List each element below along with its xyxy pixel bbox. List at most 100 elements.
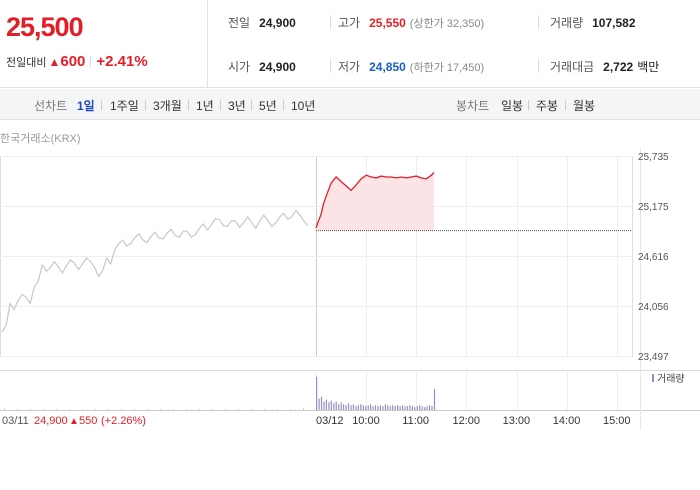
chart-svg: 25,735 25,175 24,616 24,056 23,497 03/12 10:0…	[0, 148, 700, 430]
volume-bar	[251, 409, 252, 410]
change-rate: +2.41%	[96, 53, 148, 70]
amount-cell: 거래대금 2,722 백만	[550, 58, 659, 75]
x-tick-label: 11:00	[402, 415, 429, 427]
price-box: 25,500 전일대비 ▲600 +2.41%	[0, 0, 208, 88]
x-axis: 03/12 10:00 11:00 12:00 13:00 14:00 15:00	[316, 415, 631, 427]
volume-bars	[4, 376, 436, 411]
volume-bar	[424, 407, 426, 410]
divider	[145, 100, 146, 110]
volume-bar	[384, 404, 386, 410]
y-axis: 25,735 25,175 24,616 24,056 23,497	[638, 152, 669, 363]
volume-bar	[370, 404, 372, 410]
volume-bar	[264, 409, 265, 410]
volume-bar	[328, 402, 330, 410]
divider	[220, 100, 221, 110]
prev-day-rate: (+2.26%)	[101, 415, 146, 427]
triangle-up-icon: ▲	[48, 55, 61, 69]
volume-cell: 거래량 107,582	[550, 14, 636, 31]
prev-close-value: 24,900	[259, 16, 296, 30]
x-tick-label: 03/12	[316, 415, 344, 427]
tab-monthly-candle[interactable]: 월봉	[573, 99, 596, 113]
volume-bar	[355, 406, 357, 410]
amount-unit: 백만	[637, 60, 660, 74]
volume-bar	[303, 408, 304, 410]
tab-1week[interactable]: 1주일	[110, 99, 139, 113]
lower-limit: (하한가 17,450)	[409, 62, 485, 74]
tab-10years[interactable]: 10년	[291, 99, 316, 113]
volume-bar	[95, 409, 96, 410]
high-cell: 고가 25,550 (상한가 32,350)	[338, 14, 484, 31]
volume-bar	[392, 405, 394, 411]
today-price-line	[315, 172, 435, 229]
line-chart-label: 선차트	[34, 99, 68, 113]
y-tick-label: 23,497	[638, 352, 669, 363]
volume-bar	[277, 409, 278, 410]
volume-bar	[419, 405, 421, 411]
y-tick-label: 24,616	[638, 252, 669, 263]
x-tick-label: 15:00	[603, 415, 631, 427]
current-price: 25,500	[6, 12, 84, 42]
y-tick-label: 24,056	[638, 302, 669, 313]
volume-bar	[411, 406, 413, 410]
low-label: 저가	[338, 60, 361, 74]
volume-bar	[426, 406, 428, 410]
volume-bar	[414, 407, 416, 410]
prev-day-date: 03/11	[2, 415, 29, 427]
stock-summary: 25,500 전일대비 ▲600 +2.41% 전일 24,900 고가 25,550(…	[0, 0, 700, 88]
volume-bar	[56, 409, 57, 410]
chart-period-tabs: 선차트 1일 1주일 3개월 1년 3년 5년 10년 봉차트 일봉 주봉 월봉	[0, 89, 700, 120]
volume-bar	[377, 406, 379, 410]
x-tick-label: 14:00	[553, 415, 581, 427]
volume-bar	[121, 409, 122, 410]
prev-close-label: 전일	[228, 16, 251, 30]
volume-bar	[399, 406, 401, 410]
x-tick-label: 13:00	[503, 415, 531, 427]
tab-daily-candle[interactable]: 일봉	[501, 99, 524, 113]
high-value: 25,550	[369, 16, 406, 30]
tab-weekly-candle[interactable]: 주봉	[536, 99, 559, 113]
x-tick-label: 10:00	[352, 415, 380, 427]
volume-bar	[401, 405, 404, 411]
divider	[188, 100, 189, 110]
amount-value: 2,722	[603, 60, 634, 74]
volume-bar	[43, 409, 44, 410]
volume-bar	[382, 406, 384, 410]
volume-bar	[4, 408, 5, 410]
volume-bar	[379, 405, 381, 411]
tab-3months[interactable]: 3개월	[153, 99, 182, 113]
volume-bar	[108, 409, 109, 410]
volume-bar	[409, 405, 411, 411]
volume-bar	[404, 406, 406, 410]
volume-bar	[199, 409, 200, 410]
chart-grid	[0, 148, 700, 430]
volume-bar	[290, 409, 291, 410]
change-row: 전일대비 ▲600 +2.41%	[6, 53, 148, 70]
intraday-chart[interactable]: 25,735 25,175 24,616 24,056 23,497 03/12 10:0…	[0, 148, 700, 430]
volume-bar	[389, 406, 391, 410]
divider	[330, 59, 331, 73]
volume-bar	[345, 405, 347, 411]
volume-bar	[394, 406, 396, 410]
volume-bar	[340, 402, 342, 410]
volume-bar	[330, 400, 332, 410]
upper-limit: (상한가 32,350)	[409, 18, 485, 30]
tab-3years[interactable]: 3년	[228, 99, 246, 113]
volume-bar	[238, 409, 239, 410]
volume-legend: 거래량	[652, 373, 685, 385]
volume-bar	[30, 409, 31, 410]
volume-bar	[316, 376, 318, 411]
volume-bar	[387, 405, 389, 411]
volume-bar	[352, 404, 354, 410]
prev-day-change: 550	[79, 415, 97, 427]
volume-bar	[333, 403, 335, 410]
legend-label: 거래량	[657, 373, 685, 385]
volume-bar	[406, 406, 409, 410]
divider	[538, 15, 539, 29]
tab-1day[interactable]: 1일	[77, 99, 95, 113]
volume-bar	[431, 406, 433, 410]
amount-label: 거래대금	[550, 60, 595, 74]
volume-bar	[357, 405, 359, 411]
tab-1year[interactable]: 1년	[196, 99, 214, 113]
tab-5years[interactable]: 5년	[259, 99, 277, 113]
prev-day-line	[1, 209, 309, 333]
